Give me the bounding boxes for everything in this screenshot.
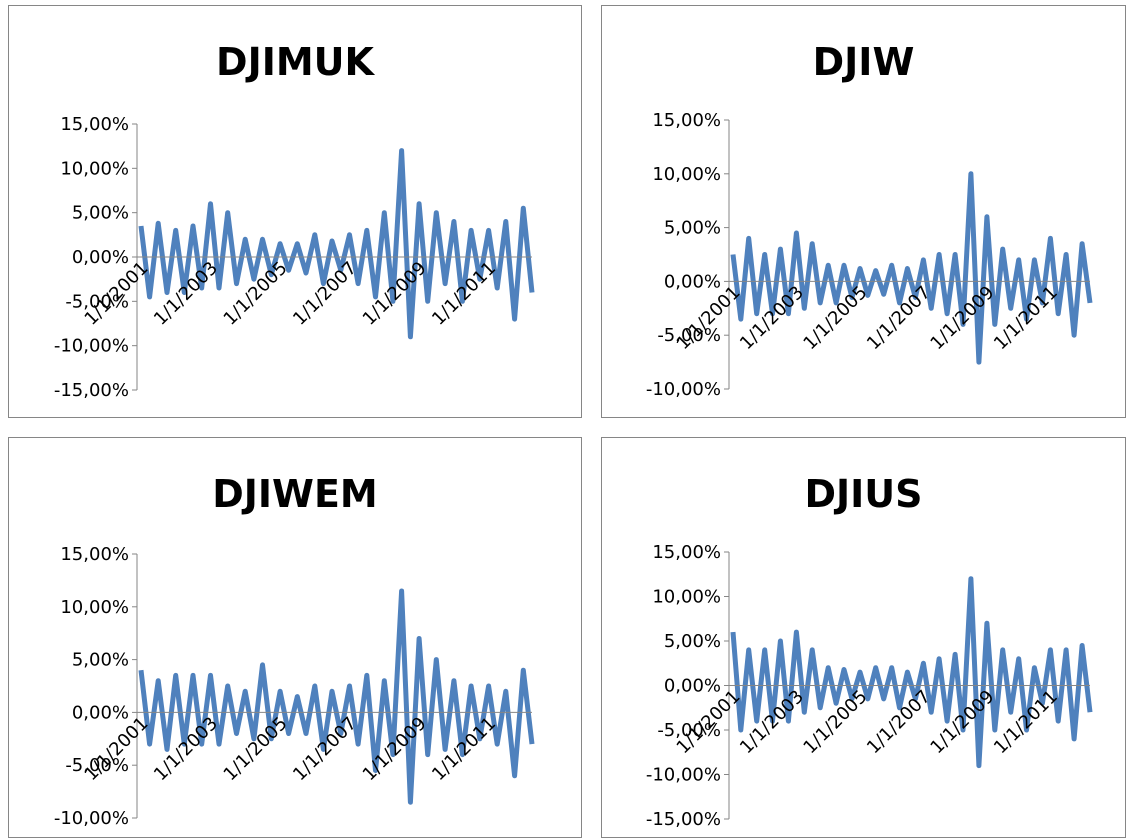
chart-title: DJIUS [804, 472, 922, 516]
chart-frame [8, 437, 582, 838]
y-tick-label: -10,00% [54, 336, 129, 357]
y-tick-label: -10,00% [54, 808, 129, 829]
y-tick-label: 10,00% [652, 587, 721, 608]
y-tick-label: 0,00% [664, 676, 721, 697]
y-tick-label: 0,00% [72, 702, 129, 723]
y-tick-label: 15,00% [652, 542, 721, 563]
y-tick-label: 10,00% [60, 158, 129, 179]
chart-frame [601, 437, 1126, 838]
y-tick-label: 10,00% [60, 597, 129, 618]
y-tick-label: 5,00% [664, 631, 721, 652]
y-tick-label: 5,00% [72, 650, 129, 671]
data-line [138, 148, 535, 340]
y-tick-label: -15,00% [54, 380, 129, 401]
y-tick-label: 0,00% [664, 271, 721, 292]
y-tick-label: -10,00% [646, 765, 721, 786]
y-tick-label: 5,00% [72, 203, 129, 224]
y-tick-label: -5,00% [65, 291, 129, 312]
chart-frame [8, 5, 582, 418]
y-tick-label: 5,00% [664, 218, 721, 239]
y-tick-label: 15,00% [652, 110, 721, 131]
y-tick-label: 10,00% [652, 164, 721, 185]
data-line [730, 171, 1093, 365]
y-tick-label: -10,00% [646, 379, 721, 400]
chart-title: DJIMUK [216, 40, 375, 84]
chart-title: DJIW [813, 40, 915, 84]
y-tick-label: -5,00% [657, 325, 721, 346]
y-tick-label: -5,00% [657, 720, 721, 741]
chart-frame [601, 5, 1126, 418]
y-tick-label: 0,00% [72, 247, 129, 268]
y-tick-label: -5,00% [65, 755, 129, 776]
chart-title: DJIWEM [212, 472, 378, 516]
y-tick-label: -15,00% [646, 809, 721, 830]
y-tick-label: 15,00% [60, 114, 129, 135]
y-tick-label: 15,00% [60, 544, 129, 565]
